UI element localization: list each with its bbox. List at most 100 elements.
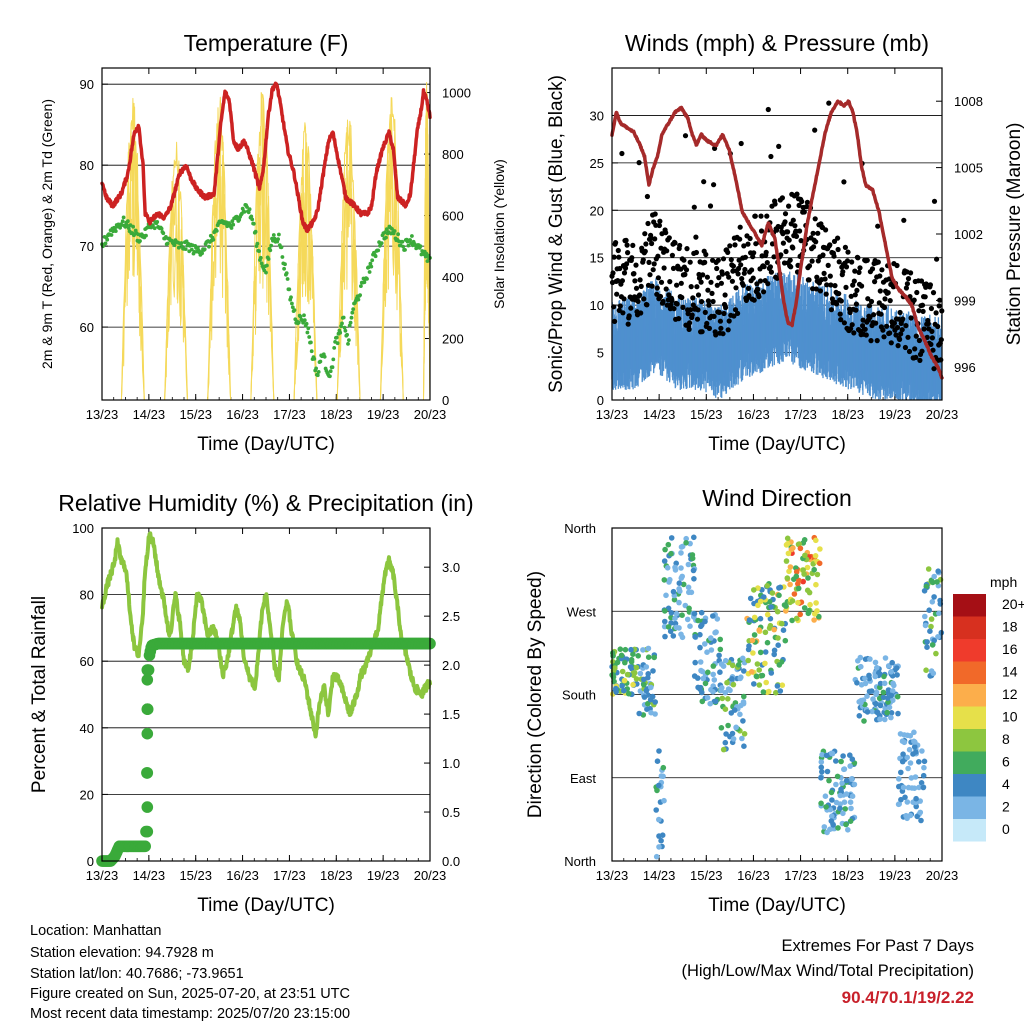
direction-point bbox=[661, 558, 668, 564]
dewpoint-point bbox=[410, 234, 414, 238]
direction-point bbox=[928, 616, 935, 622]
gust-point bbox=[882, 296, 888, 302]
gust-point bbox=[649, 240, 655, 247]
gust-point bbox=[635, 298, 641, 304]
direction-point bbox=[628, 656, 635, 663]
direction-point bbox=[896, 776, 902, 782]
gust-point bbox=[644, 302, 650, 308]
dewpoint-point bbox=[309, 349, 314, 354]
solar-line bbox=[423, 95, 431, 401]
direction-point bbox=[624, 671, 631, 678]
gust-point bbox=[705, 298, 712, 304]
gust-point bbox=[786, 237, 792, 243]
direction-point bbox=[661, 797, 667, 804]
dewpoint-point bbox=[189, 247, 194, 252]
direction-point bbox=[618, 652, 625, 659]
dewpoint-point bbox=[335, 341, 340, 346]
gust-point bbox=[752, 213, 758, 219]
direction-point bbox=[648, 684, 654, 691]
direction-point bbox=[933, 650, 939, 657]
gust-point bbox=[637, 277, 643, 283]
gust-point bbox=[678, 280, 684, 286]
direction-point bbox=[697, 659, 704, 665]
direction-point bbox=[912, 739, 918, 745]
direction-point bbox=[797, 545, 804, 552]
dewpoint-point bbox=[314, 366, 318, 371]
direction-point bbox=[764, 639, 771, 646]
gust-point bbox=[779, 195, 786, 201]
dewpoint-point bbox=[242, 210, 247, 214]
direction-point bbox=[654, 758, 661, 764]
x-axis-label: Time (Day/UTC) bbox=[708, 434, 846, 455]
ytick-right-label: 1000 bbox=[442, 86, 471, 101]
ytick-right-label: 1002 bbox=[954, 227, 983, 242]
direction-point bbox=[676, 580, 683, 586]
gust-point bbox=[829, 296, 836, 302]
gust-point bbox=[615, 247, 621, 254]
direction-point bbox=[894, 672, 900, 678]
gust-point bbox=[854, 287, 860, 293]
direction-point bbox=[779, 682, 786, 688]
dewpoint-point bbox=[359, 284, 363, 288]
gust-point bbox=[903, 323, 909, 329]
direction-point bbox=[741, 743, 747, 749]
gust-point bbox=[783, 248, 789, 255]
direction-point bbox=[680, 581, 687, 588]
legend-label: 14 bbox=[1002, 664, 1018, 680]
gust-point bbox=[919, 302, 926, 308]
gust-point bbox=[813, 286, 819, 292]
xtick-label: 13/23 bbox=[86, 868, 119, 883]
info-latlon: Station lat/lon: 40.7686; -73.9651 bbox=[30, 966, 244, 982]
direction-point bbox=[811, 611, 818, 617]
gust-point bbox=[776, 143, 782, 149]
rainfall-point bbox=[141, 801, 154, 813]
xtick-label: 14/23 bbox=[133, 407, 166, 422]
gust-point bbox=[868, 298, 875, 305]
gust-point bbox=[879, 267, 885, 273]
direction-point bbox=[710, 613, 716, 619]
direction-point bbox=[818, 764, 825, 771]
direction-point bbox=[630, 672, 637, 678]
gust-point bbox=[836, 291, 842, 297]
direction-point bbox=[713, 629, 719, 635]
direction-point bbox=[872, 659, 879, 666]
direction-point bbox=[905, 765, 911, 772]
direction-point bbox=[858, 663, 864, 670]
chart-title: Winds (mph) & Pressure (mb) bbox=[625, 30, 929, 56]
direction-point bbox=[676, 625, 682, 631]
direction-point bbox=[840, 810, 846, 817]
xtick-label: 18/23 bbox=[320, 868, 353, 883]
gust-point bbox=[864, 257, 870, 263]
direction-point bbox=[711, 677, 718, 683]
gust-point bbox=[806, 277, 812, 283]
direction-point bbox=[754, 661, 761, 667]
rainfall-point bbox=[141, 825, 154, 838]
direction-point bbox=[811, 566, 817, 573]
dewpoint-point bbox=[202, 247, 207, 252]
gust-point bbox=[828, 282, 834, 288]
gust-point bbox=[714, 282, 720, 288]
gust-point bbox=[852, 292, 858, 298]
direction-point bbox=[795, 599, 801, 606]
gust-point bbox=[749, 267, 755, 273]
direction-point bbox=[904, 754, 910, 761]
gust-point bbox=[664, 248, 670, 254]
humidity-line bbox=[100, 531, 432, 739]
direction-point bbox=[811, 617, 817, 623]
gust-point bbox=[715, 257, 721, 263]
gust-point bbox=[936, 303, 942, 309]
direction-point bbox=[741, 668, 747, 674]
direction-point bbox=[700, 675, 706, 682]
gust-point bbox=[849, 259, 855, 265]
direction-point bbox=[873, 691, 879, 698]
direction-point bbox=[719, 695, 726, 702]
dewpoint-point bbox=[266, 257, 271, 261]
direction-point bbox=[636, 710, 642, 717]
xtick-label: 20/23 bbox=[414, 868, 447, 883]
gust-point bbox=[700, 272, 706, 278]
gust-point bbox=[928, 305, 935, 312]
direction-point bbox=[911, 729, 917, 736]
direction-point bbox=[906, 746, 913, 753]
gust-point bbox=[657, 293, 664, 300]
gust-point bbox=[812, 127, 818, 133]
